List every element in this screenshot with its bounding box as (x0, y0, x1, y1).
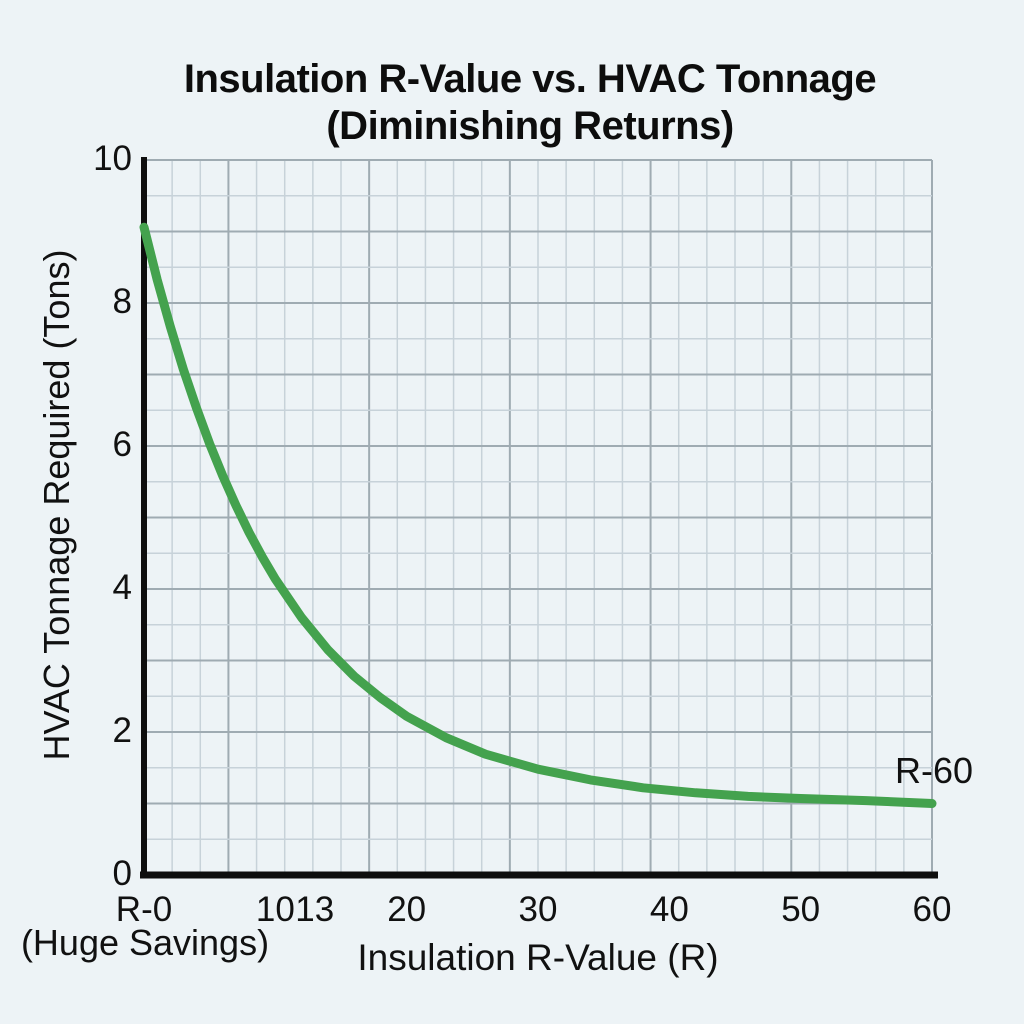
chart-title-line2: (Diminishing Returns) (326, 104, 734, 148)
y-tick-0: 0 (112, 854, 132, 894)
y-tick-2: 2 (112, 711, 132, 751)
chart-title: Insulation R-Value vs. HVAC Tonnage (Dim… (18, 56, 1024, 150)
huge-savings-annotation: (Huge Savings) (20, 922, 270, 963)
tonnage-curve (139, 222, 937, 808)
x-tick-10: 10 (255, 890, 295, 929)
chart-title-line1: Insulation R-Value vs. HVAC Tonnage (183, 57, 877, 101)
x-tick-30: 30 (518, 890, 558, 929)
x-axis-title: Insulation R-Value (R) (357, 937, 719, 978)
x-tick-50: 50 (781, 890, 821, 929)
x-tick-13: 13 (295, 890, 335, 929)
y-tick-4: 4 (112, 568, 132, 608)
y-tick-6: 6 (112, 425, 132, 465)
x-tick-20: 20 (387, 890, 427, 929)
r60-annotation: R-60 (894, 750, 974, 791)
y-axis-title: HVAC Tonnage Required (Tons) (36, 249, 77, 761)
x-tick-60: 60 (912, 890, 952, 929)
x-tick-r0: R-0 (115, 890, 173, 929)
x-tick-40: 40 (649, 890, 689, 929)
y-tick-8: 8 (112, 282, 132, 322)
y-tick-10: 10 (93, 139, 132, 179)
